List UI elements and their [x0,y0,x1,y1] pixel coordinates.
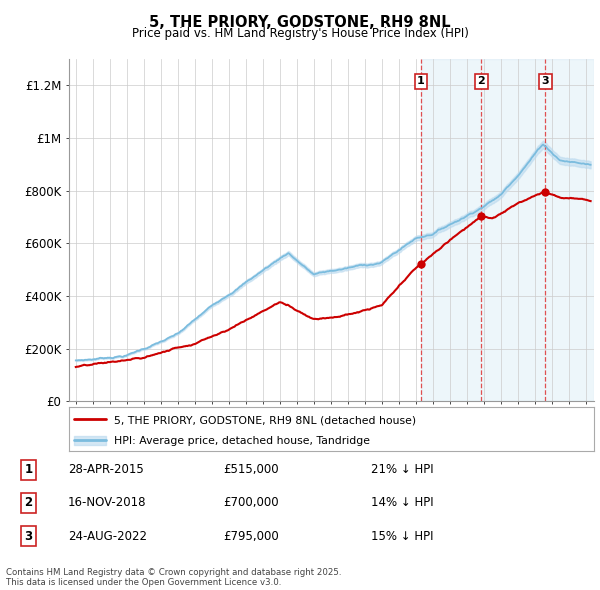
Text: 3: 3 [24,529,32,543]
Text: 15% ↓ HPI: 15% ↓ HPI [371,529,433,543]
Text: HPI: Average price, detached house, Tandridge: HPI: Average price, detached house, Tand… [113,436,370,446]
Text: 16-NOV-2018: 16-NOV-2018 [68,496,146,510]
Text: £700,000: £700,000 [224,496,279,510]
Text: 2: 2 [24,496,32,510]
Text: £515,000: £515,000 [224,463,279,477]
Text: 2: 2 [478,76,485,86]
Text: 5, THE PRIORY, GODSTONE, RH9 8NL: 5, THE PRIORY, GODSTONE, RH9 8NL [149,15,451,30]
Text: 1: 1 [417,76,425,86]
Text: 3: 3 [542,76,549,86]
Bar [421,59,594,401]
Text: 28-APR-2015: 28-APR-2015 [68,463,143,477]
Text: Price paid vs. HM Land Registry's House Price Index (HPI): Price paid vs. HM Land Registry's House … [131,27,469,40]
Text: 1: 1 [24,463,32,477]
Text: 21% ↓ HPI: 21% ↓ HPI [371,463,433,477]
Text: 5, THE PRIORY, GODSTONE, RH9 8NL (detached house): 5, THE PRIORY, GODSTONE, RH9 8NL (detach… [113,415,416,425]
Text: 24-AUG-2022: 24-AUG-2022 [68,529,147,543]
Text: £795,000: £795,000 [224,529,280,543]
Text: Contains HM Land Registry data © Crown copyright and database right 2025.
This d: Contains HM Land Registry data © Crown c… [6,568,341,587]
Text: 14% ↓ HPI: 14% ↓ HPI [371,496,433,510]
